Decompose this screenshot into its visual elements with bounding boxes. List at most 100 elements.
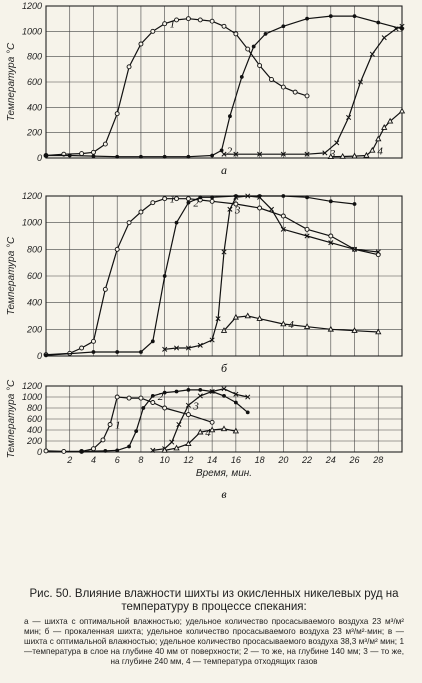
x-tick-label: 18 xyxy=(255,455,265,465)
data-point xyxy=(304,93,310,99)
data-point xyxy=(174,17,179,23)
data-point xyxy=(221,151,227,157)
data-point xyxy=(346,114,352,121)
data-point xyxy=(257,205,263,211)
data-point xyxy=(209,337,215,343)
data-point xyxy=(239,75,244,79)
data-point xyxy=(103,449,108,453)
data-point xyxy=(375,249,381,255)
data-point xyxy=(334,140,340,146)
data-point xyxy=(126,395,132,401)
x-tick-label: 16 xyxy=(231,455,241,465)
data-point xyxy=(352,14,357,19)
data-point xyxy=(100,437,106,443)
y-axis-title: Температура °С xyxy=(6,379,17,458)
data-point xyxy=(351,246,358,252)
x-tick-label: 12 xyxy=(183,455,193,465)
data-point xyxy=(233,391,239,397)
y-tick-label: 1000 xyxy=(22,392,42,402)
data-point xyxy=(115,448,120,453)
data-point xyxy=(139,154,143,159)
data-point xyxy=(186,154,191,159)
data-point xyxy=(44,353,48,358)
data-point xyxy=(280,226,286,232)
data-point xyxy=(115,154,120,159)
data-point xyxy=(220,425,228,432)
y-tick-label: 0 xyxy=(37,153,42,163)
data-point xyxy=(209,388,215,395)
data-point xyxy=(257,194,263,200)
data-point xyxy=(150,200,156,206)
panel-letter: б xyxy=(221,361,228,375)
series-1: 1 xyxy=(43,16,310,158)
x-axis-title: Время, мин. xyxy=(196,468,252,479)
data-point xyxy=(208,426,216,433)
data-point xyxy=(169,439,175,445)
data-point xyxy=(150,447,156,453)
data-point xyxy=(245,193,251,199)
curve-number-label: 1 xyxy=(170,194,176,206)
data-point xyxy=(280,151,286,157)
series-3: 3 xyxy=(150,386,251,453)
y-tick-label: 0 xyxy=(37,447,42,457)
y-tick-label: 200 xyxy=(26,436,42,446)
data-point xyxy=(162,274,167,278)
data-point xyxy=(381,124,388,130)
data-point xyxy=(393,26,399,32)
y-axis-title: Температура °С xyxy=(6,236,17,315)
data-point xyxy=(91,149,96,155)
data-point xyxy=(161,446,168,453)
data-point xyxy=(233,400,238,405)
data-point xyxy=(233,31,239,37)
data-point xyxy=(304,226,310,232)
data-point xyxy=(150,400,156,405)
data-point xyxy=(141,406,146,410)
data-point xyxy=(215,316,221,322)
x-tick-label: 26 xyxy=(349,455,360,465)
data-point xyxy=(257,63,263,68)
data-point xyxy=(91,154,96,159)
data-point xyxy=(197,393,203,399)
data-point xyxy=(209,419,215,425)
y-tick-label: 800 xyxy=(27,403,42,413)
data-point xyxy=(162,196,168,202)
curve-number-label: 4 xyxy=(288,319,294,331)
data-point xyxy=(245,46,251,52)
y-tick-label: 1200 xyxy=(22,1,42,11)
data-point xyxy=(375,135,382,142)
x-tick-label: 10 xyxy=(160,455,170,465)
data-point xyxy=(352,202,357,206)
data-point xyxy=(304,151,310,157)
data-point xyxy=(281,24,286,29)
series-4: 4 xyxy=(327,107,406,159)
data-point xyxy=(386,117,394,124)
plot-frame xyxy=(45,195,403,357)
data-point xyxy=(221,386,227,392)
y-tick-label: 200 xyxy=(26,128,42,138)
data-point xyxy=(79,449,84,454)
data-point xyxy=(280,84,286,90)
data-point xyxy=(114,394,120,400)
curve-number-label: 3 xyxy=(329,148,336,160)
data-point xyxy=(186,200,191,205)
series-line-2 xyxy=(46,15,403,158)
caption-title: Рис. 50. Влияние влажности шихты из окис… xyxy=(29,588,399,613)
data-point xyxy=(138,395,144,401)
data-point xyxy=(186,387,191,392)
data-point xyxy=(256,315,263,321)
data-point xyxy=(244,312,251,319)
data-point xyxy=(251,44,256,49)
data-point xyxy=(139,350,143,354)
data-point xyxy=(79,345,85,351)
data-point xyxy=(114,246,120,252)
data-point xyxy=(176,421,182,428)
data-point xyxy=(138,209,144,215)
y-tick-label: 400 xyxy=(27,425,42,435)
series-3: 3 xyxy=(221,23,405,160)
data-point xyxy=(220,327,228,333)
curve-number-label: 1 xyxy=(115,420,121,432)
data-point xyxy=(381,35,387,41)
series-line-3 xyxy=(152,388,248,451)
series-line-3 xyxy=(224,25,403,155)
